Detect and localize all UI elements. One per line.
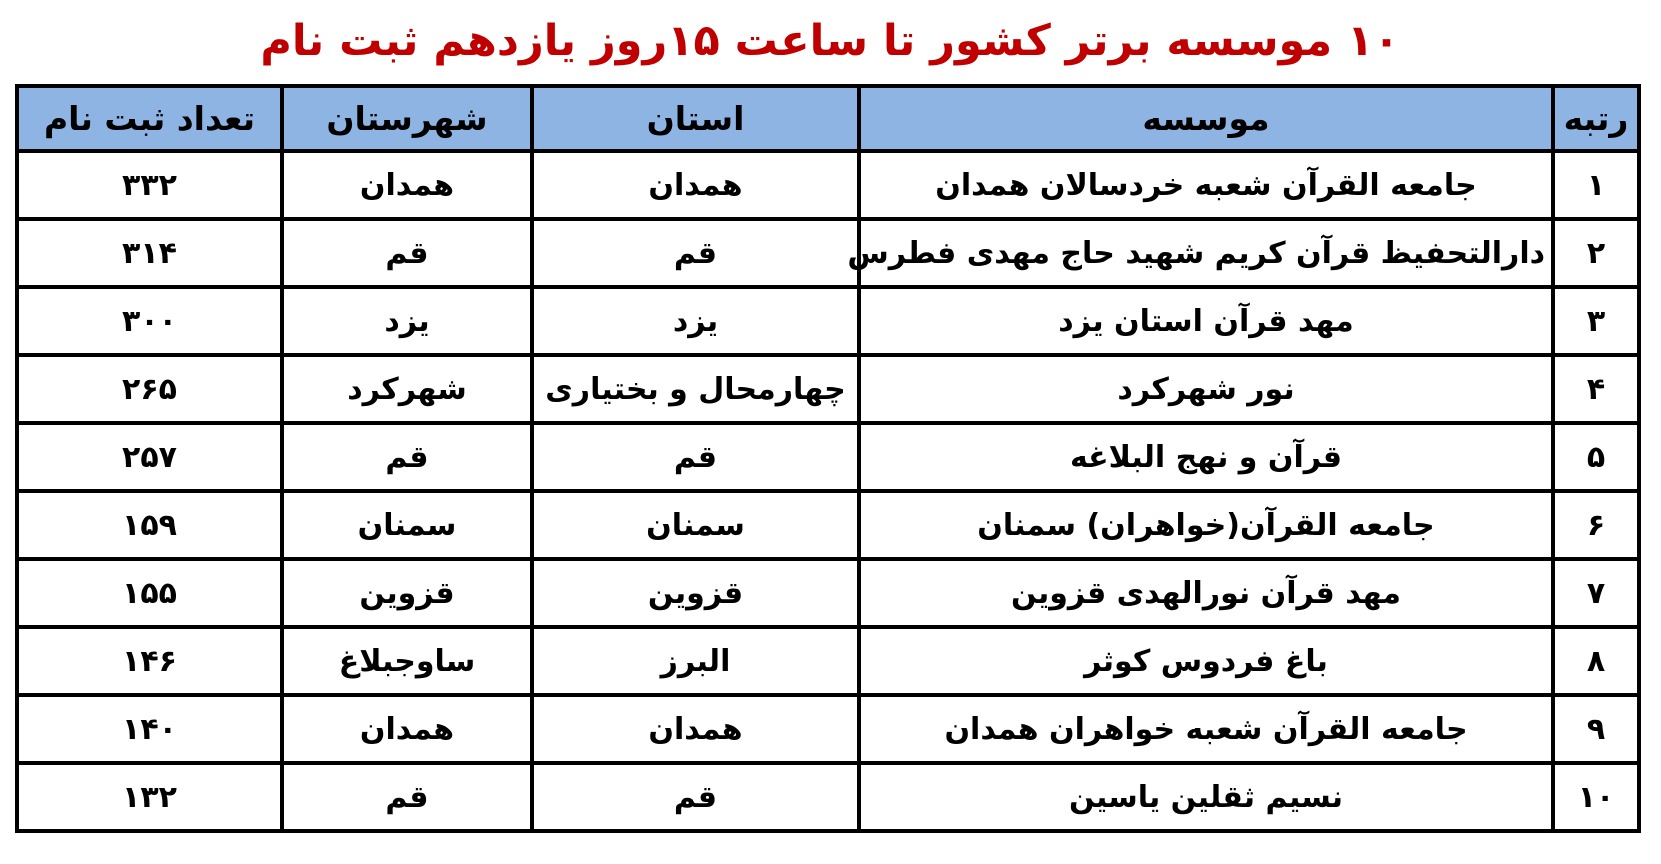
rank-cell: ۲ — [1551, 217, 1641, 289]
institution-cell: جامعه القرآن شعبه خردسالان همدان — [857, 149, 1555, 221]
province-cell: همدان — [530, 149, 861, 221]
province-cell: یزد — [530, 285, 861, 357]
registration-count-cell: ۱۴۰ — [15, 693, 284, 765]
top-institutions-table: رتبه موسسه استان شهرستان تعداد ثبت نام ۱… — [15, 84, 1641, 833]
institution-cell: قرآن و نهج البلاغه — [857, 421, 1555, 493]
table-row: ۷ مهد قرآن نورالهدی قزوین قزوین قزوین ۱۵… — [15, 557, 1641, 629]
header-registration-count: تعداد ثبت نام — [15, 84, 284, 153]
table-row: ۲ دارالتحفیظ قرآن کریم شهید حاج مهدی فطر… — [15, 217, 1641, 289]
county-cell: قزوین — [280, 557, 534, 629]
institution-cell: باغ فردوس کوثر — [857, 625, 1555, 697]
rank-cell: ۶ — [1551, 489, 1641, 561]
county-cell: شهرکرد — [280, 353, 534, 425]
table-row: ۴ نور شهرکرد چهارمحال و بختیاری شهرکرد ۲… — [15, 353, 1641, 425]
registration-count-cell: ۳۳۲ — [15, 149, 284, 221]
table-row: ۳ مهد قرآن استان یزد یزد یزد ۳۰۰ — [15, 285, 1641, 357]
county-cell: سمنان — [280, 489, 534, 561]
table-row: ۱۰ نسیم ثقلین یاسین قم قم ۱۳۲ — [15, 761, 1641, 833]
province-cell: البرز — [530, 625, 861, 697]
county-cell: همدان — [280, 693, 534, 765]
rank-cell: ۵ — [1551, 421, 1641, 493]
province-cell: قم — [530, 761, 861, 833]
header-institution: موسسه — [857, 84, 1555, 153]
registration-count-cell: ۱۵۵ — [15, 557, 284, 629]
province-cell: چهارمحال و بختیاری — [530, 353, 861, 425]
registration-count-cell: ۱۴۶ — [15, 625, 284, 697]
table-header-row: رتبه موسسه استان شهرستان تعداد ثبت نام — [15, 84, 1641, 153]
table-row: ۹ جامعه القرآن شعبه خواهران همدان همدان … — [15, 693, 1641, 765]
header-county: شهرستان — [280, 84, 534, 153]
county-cell: قم — [280, 217, 534, 289]
table-row: ۸ باغ فردوس کوثر البرز ساوجبلاغ ۱۴۶ — [15, 625, 1641, 697]
rank-cell: ۷ — [1551, 557, 1641, 629]
institution-cell: نسیم ثقلین یاسین — [857, 761, 1555, 833]
province-cell: قزوین — [530, 557, 861, 629]
table-row: ۶ جامعه القرآن(خواهران) سمنان سمنان سمنا… — [15, 489, 1641, 561]
county-cell: قم — [280, 421, 534, 493]
registration-count-cell: ۳۱۴ — [15, 217, 284, 289]
rank-cell: ۹ — [1551, 693, 1641, 765]
registration-count-cell: ۱۵۹ — [15, 489, 284, 561]
header-province: استان — [530, 84, 861, 153]
header-rank: رتبه — [1551, 84, 1641, 153]
registration-count-cell: ۳۰۰ — [15, 285, 284, 357]
rank-cell: ۸ — [1551, 625, 1641, 697]
institution-cell: جامعه القرآن شعبه خواهران همدان — [857, 693, 1555, 765]
county-cell: یزد — [280, 285, 534, 357]
institution-cell: مهد قرآن نورالهدی قزوین — [857, 557, 1555, 629]
province-cell: قم — [530, 421, 861, 493]
registration-count-cell: ۱۳۲ — [15, 761, 284, 833]
table-body: ۱ جامعه القرآن شعبه خردسالان همدان همدان… — [15, 149, 1641, 833]
page-title: ۱۰ موسسه برتر کشور تا ساعت ۱۵روز یازدهم … — [260, 16, 1400, 66]
institution-cell: جامعه القرآن(خواهران) سمنان — [857, 489, 1555, 561]
county-cell: قم — [280, 761, 534, 833]
institution-cell: دارالتحفیظ قرآن کریم شهید حاج مهدی فطرس — [847, 217, 1555, 289]
rank-cell: ۳ — [1551, 285, 1641, 357]
registration-count-cell: ۲۵۷ — [15, 421, 284, 493]
rank-cell: ۴ — [1551, 353, 1641, 425]
institution-cell: نور شهرکرد — [857, 353, 1555, 425]
institution-cell: مهد قرآن استان یزد — [857, 285, 1555, 357]
province-cell: سمنان — [530, 489, 861, 561]
table-row: ۵ قرآن و نهج البلاغه قم قم ۲۵۷ — [15, 421, 1641, 493]
province-cell: قم — [530, 217, 861, 289]
province-cell: همدان — [530, 693, 861, 765]
rank-cell: ۱ — [1551, 149, 1641, 221]
county-cell: ساوجبلاغ — [280, 625, 534, 697]
table-row: ۱ جامعه القرآن شعبه خردسالان همدان همدان… — [15, 149, 1641, 221]
registration-count-cell: ۲۶۵ — [15, 353, 284, 425]
rank-cell: ۱۰ — [1551, 761, 1641, 833]
county-cell: همدان — [280, 149, 534, 221]
